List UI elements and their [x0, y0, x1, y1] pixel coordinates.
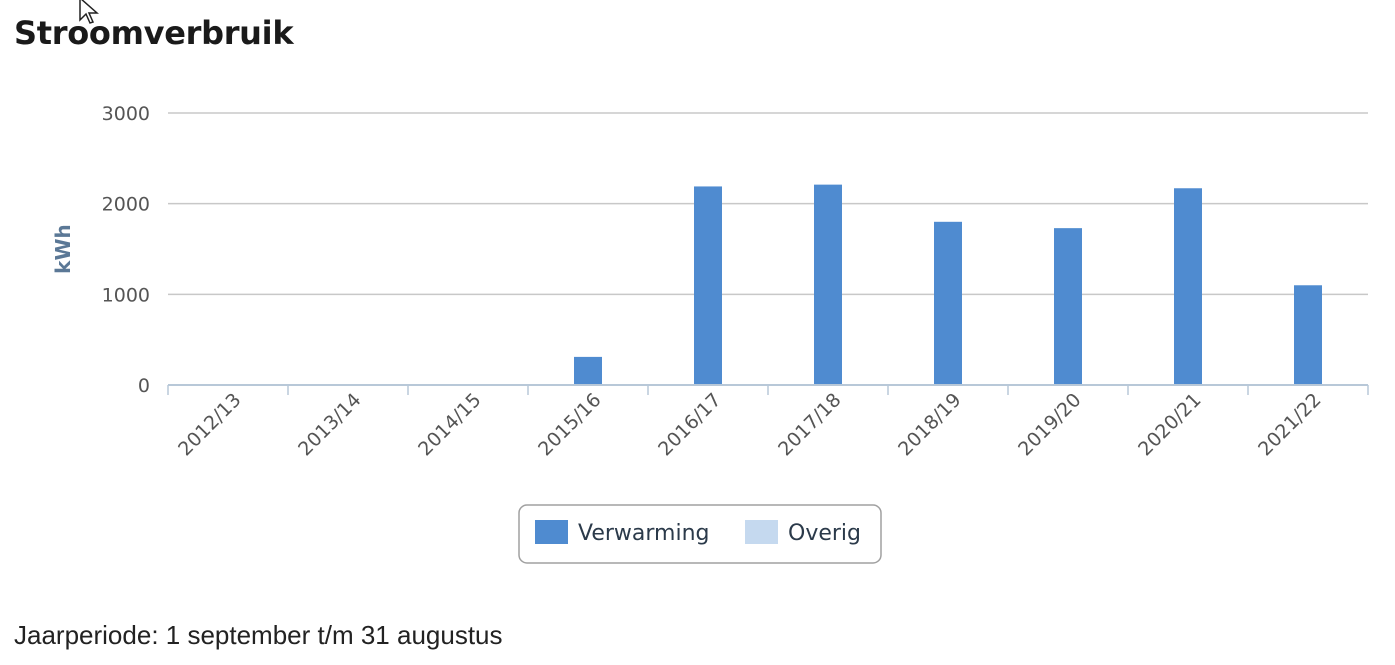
- legend-label-overig[interactable]: Overig: [788, 521, 861, 546]
- bar-verwarming-2016-17[interactable]: [694, 186, 722, 385]
- bar-verwarming-2020-21[interactable]: [1174, 188, 1202, 385]
- legend-label-verwarming[interactable]: Verwarming: [578, 521, 710, 546]
- bar-verwarming-2017-18[interactable]: [814, 184, 842, 385]
- y-tick-label: 0: [138, 375, 150, 397]
- grid-layer: [168, 112, 1368, 296]
- y-tick-label: 1000: [102, 284, 150, 306]
- legend-swatch-verwarming[interactable]: [535, 520, 568, 544]
- bar-verwarming-2015-16[interactable]: [574, 356, 602, 385]
- x-tick-label: 2014/15: [414, 389, 485, 460]
- bar-verwarming-2021-22[interactable]: [1294, 285, 1322, 385]
- legend-swatch-overig[interactable]: [745, 520, 778, 544]
- legend-box: [518, 504, 882, 564]
- year-period-note: Jaarperiode: 1 september t/m 31 augustus: [14, 620, 503, 650]
- bar-chart: 0 1000 2000 3000 2012/13 2013/14 2014/15 2015/…: [51, 103, 1369, 564]
- x-tick-label: 2018/19: [894, 389, 965, 460]
- page-title: Stroomverbruik: [14, 14, 294, 52]
- x-axis-layer: [167, 384, 1369, 395]
- bar-verwarming-2018-19[interactable]: [934, 221, 962, 385]
- x-tick-label: 2019/20: [1014, 389, 1085, 460]
- x-tick-label: 2020/21: [1134, 389, 1205, 460]
- x-tick-label: 2015/16: [534, 389, 605, 460]
- x-tick-labels: 2012/13 2013/14 2014/15 2015/16 2016/17 2017/…: [174, 389, 1325, 460]
- bar-verwarming-2019-20[interactable]: [1054, 228, 1082, 385]
- bar-layer: [574, 184, 1322, 385]
- x-tick-label: 2017/18: [774, 389, 845, 460]
- y-tick-labels: 0 1000 2000 3000: [102, 103, 150, 397]
- x-tick-label: 2012/13: [174, 389, 245, 460]
- x-tick-label: 2013/14: [294, 389, 365, 460]
- y-tick-label: 3000: [102, 103, 150, 125]
- x-tick-label: 2021/22: [1254, 389, 1325, 460]
- y-axis-title: kWh: [51, 224, 75, 274]
- legend: Verwarming Overig: [518, 504, 882, 564]
- mouse-cursor-icon: [79, 0, 99, 24]
- x-tick-label: 2016/17: [654, 389, 725, 460]
- y-tick-label: 2000: [102, 194, 150, 216]
